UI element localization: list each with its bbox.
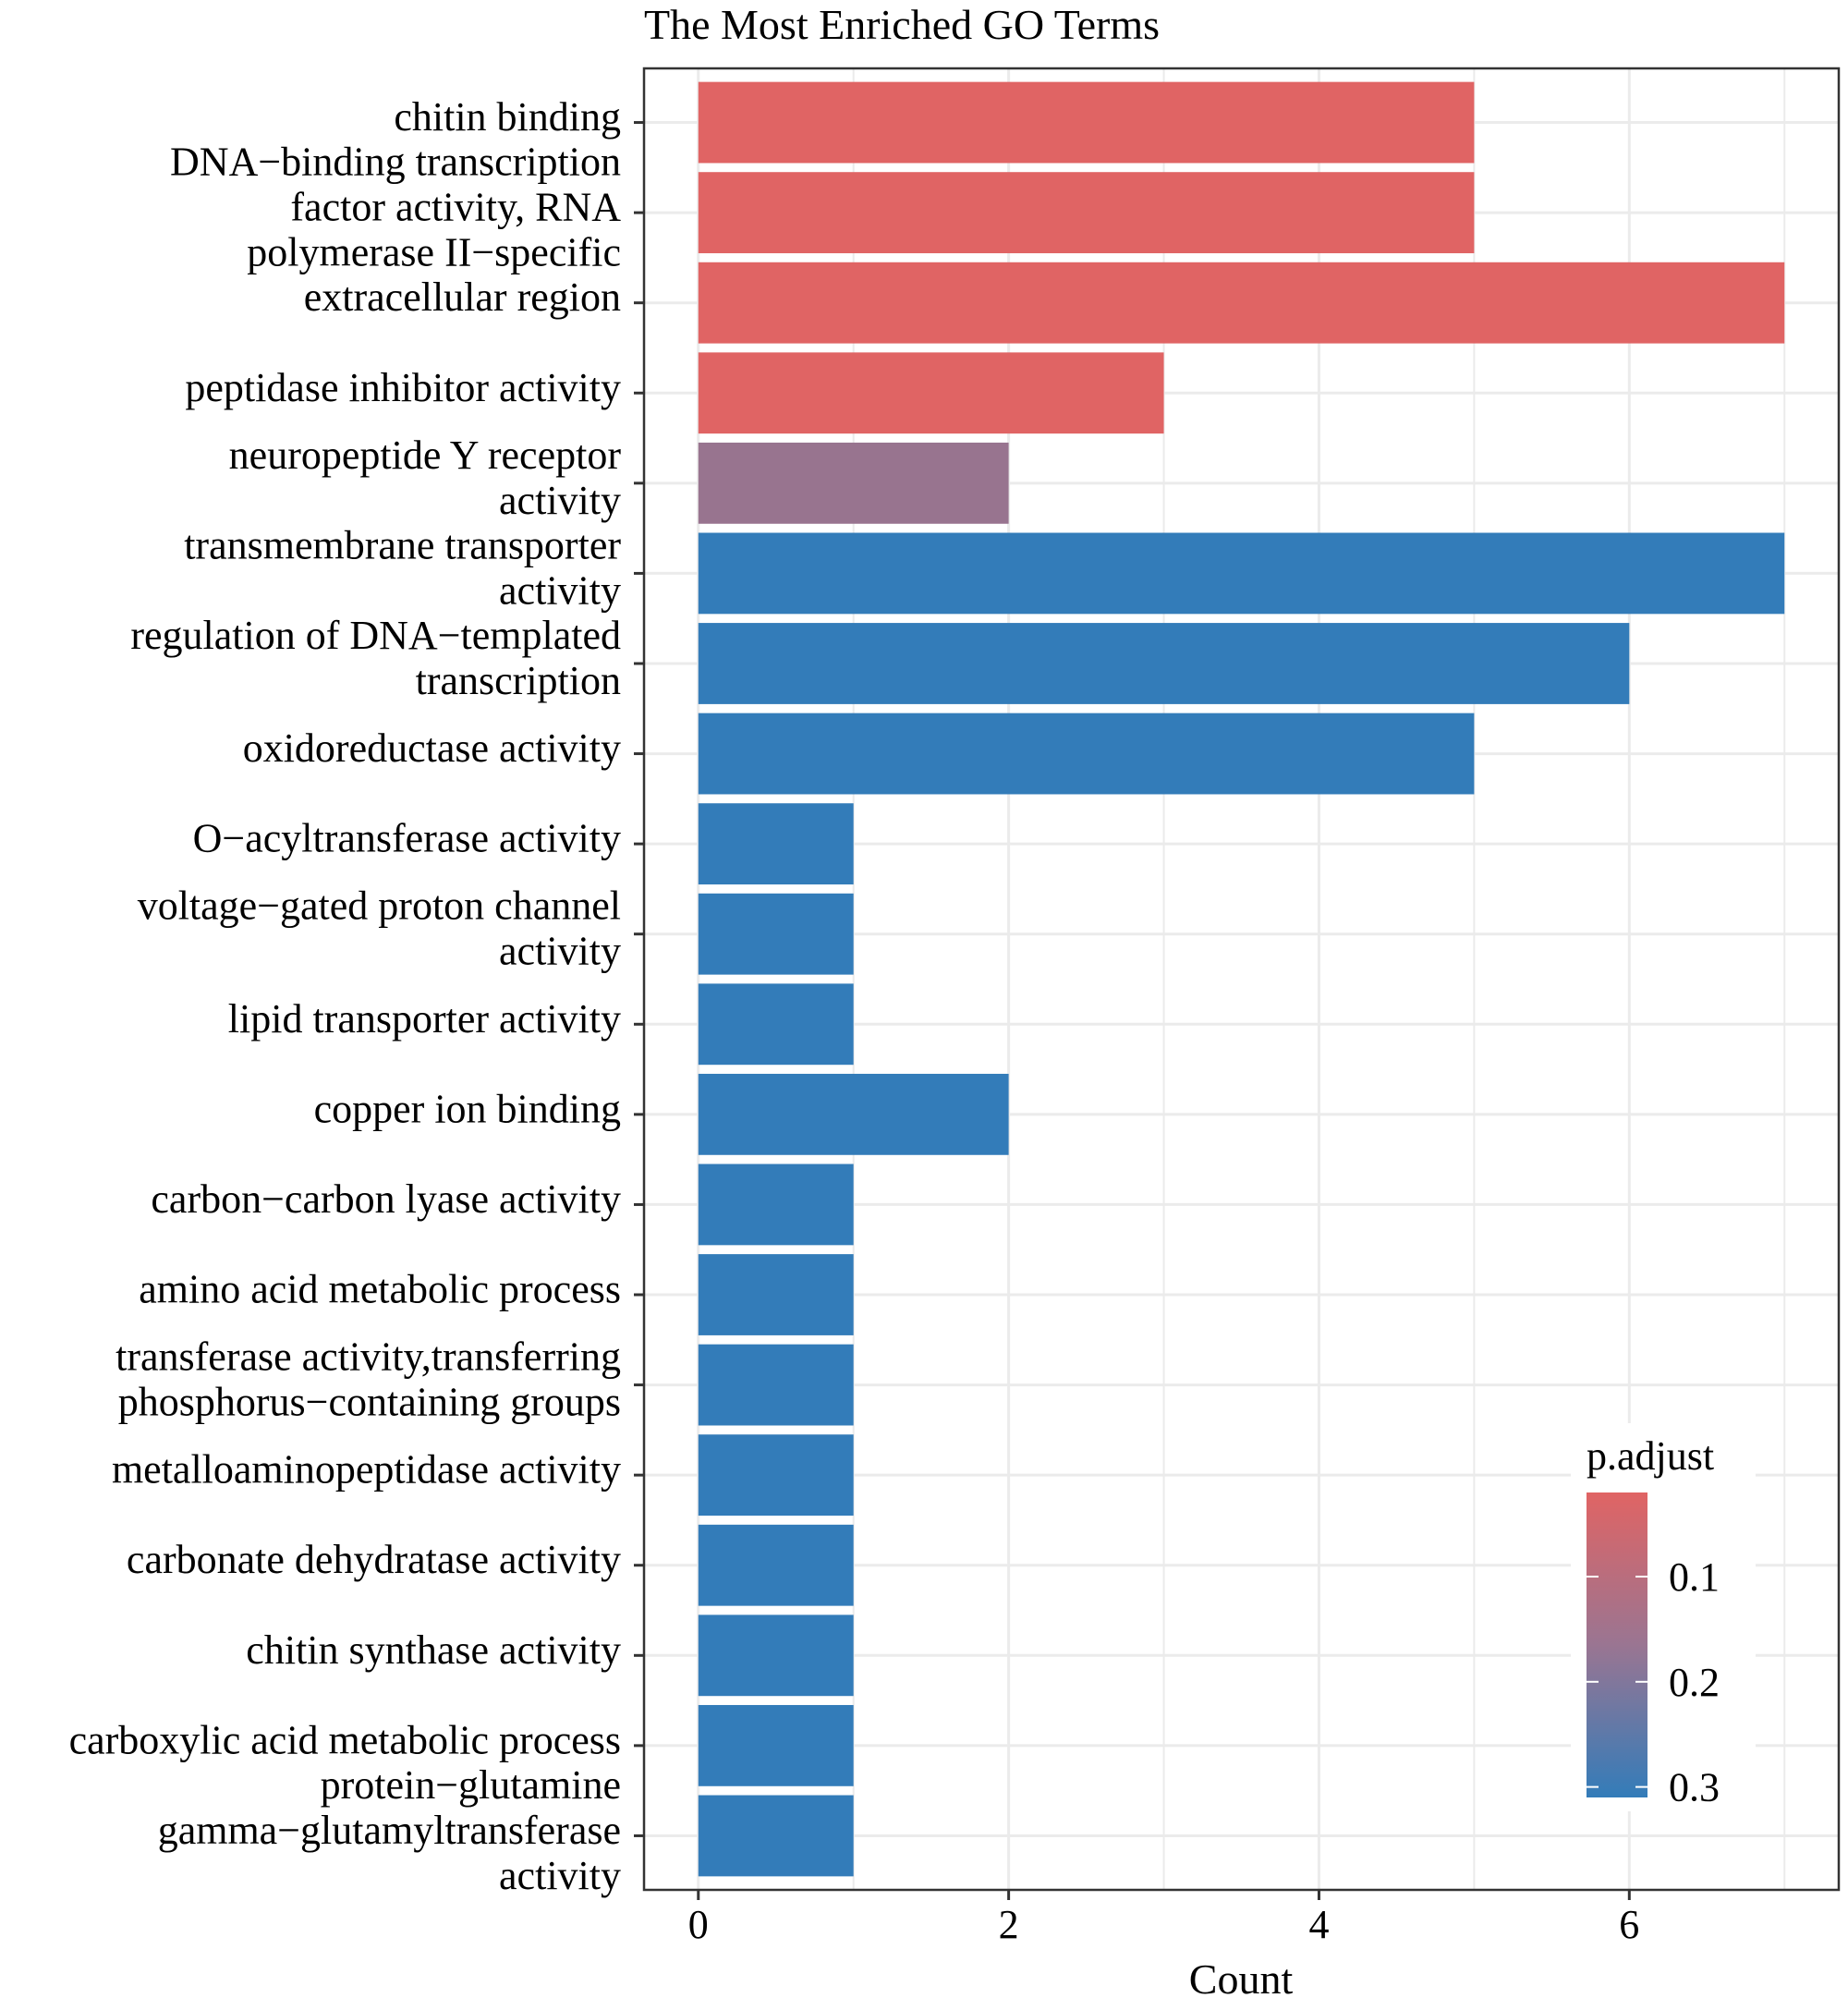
y-tick-label-line: regulation of DNA−templated: [130, 613, 621, 658]
y-tick-label: O−acyltransferase activity: [193, 816, 621, 861]
chart-title: The Most Enriched GO Terms: [644, 1, 1160, 48]
bar: [698, 983, 854, 1066]
y-tick-label: regulation of DNA−templated transcription: [130, 613, 621, 703]
y-tick-label: neuropeptide Y receptor activity: [229, 432, 622, 523]
y-tick-label-line: O−acyltransferase activity: [193, 816, 621, 861]
y-tick-label: peptidase inhibitor activity: [185, 365, 621, 410]
y-tick-label-line: chitin binding: [394, 94, 621, 140]
legend: p.adjust 0.1 0.2 0.3: [1571, 1423, 1756, 1811]
y-tick-label-line: transmembrane transporter: [184, 522, 621, 567]
y-tick-label-line: voltage−gated proton channel: [138, 883, 621, 929]
bar: [698, 1614, 854, 1697]
y-tick-label-line: factor activity, RNA: [290, 185, 621, 230]
y-tick-label-line: metalloaminopeptidase activity: [112, 1447, 621, 1492]
bar: [698, 1344, 854, 1426]
bar: [698, 1254, 854, 1335]
x-axis-title: Count: [1189, 1955, 1294, 1998]
x-tick-label: 6: [1619, 1902, 1639, 1947]
y-tick-label: carbon−carbon lyase activity: [151, 1176, 621, 1222]
y-tick-label-line: activity: [499, 1853, 621, 1898]
y-tick-label-line: chitin synthase activity: [246, 1627, 621, 1673]
bar: [698, 172, 1475, 254]
y-tick-label-line: gamma−glutamyltransferase: [158, 1808, 621, 1853]
bar: [698, 1163, 854, 1246]
y-tick-label: protein−glutamine gamma−glutamyltransfera…: [158, 1762, 621, 1898]
bar: [698, 532, 1785, 615]
y-tick-label-line: activity: [499, 478, 621, 523]
y-tick-label: DNA−binding transcription factor activity…: [170, 140, 621, 275]
y-tick-label-line: transcription: [416, 658, 621, 703]
y-tick-label: chitin synthase activity: [246, 1627, 621, 1673]
y-tick-label: voltage−gated proton channel activity: [138, 883, 621, 974]
y-tick-label: lipid transporter activity: [228, 996, 621, 1042]
bar: [698, 713, 1475, 795]
bar: [698, 81, 1475, 164]
x-tick-label: 2: [999, 1902, 1019, 1947]
bar: [698, 262, 1785, 344]
y-tick-label-line: activity: [499, 567, 621, 613]
legend-colorbar: [1587, 1492, 1647, 1797]
bar: [698, 1704, 854, 1786]
legend-tick-label: 0.3: [1669, 1765, 1720, 1810]
y-tick-label: oxidoreductase activity: [243, 725, 621, 771]
y-tick-label: transferase activity,transferring phospho…: [116, 1334, 621, 1425]
y-tick-label: extracellular region: [304, 274, 621, 320]
y-tick-label-line: protein−glutamine: [321, 1762, 621, 1808]
y-tick-label-line: amino acid metabolic process: [139, 1267, 621, 1312]
bar: [698, 893, 854, 975]
x-axis-ticks: 0 2 4 6: [688, 1890, 1639, 1947]
y-axis-ticks: [634, 121, 644, 1837]
bar: [698, 352, 1164, 434]
legend-ticks: 0.1 0.2 0.3: [1587, 1554, 1720, 1810]
y-tick-label: carbonate dehydratase activity: [127, 1537, 621, 1582]
y-tick-label-line: DNA−binding transcription: [170, 140, 621, 185]
y-tick-label-line: peptidase inhibitor activity: [185, 365, 621, 410]
y-tick-label-line: phosphorus−containing groups: [118, 1380, 621, 1425]
plot-panel-border: [642, 67, 1841, 1892]
y-tick-label: amino acid metabolic process: [139, 1267, 621, 1312]
bar: [698, 1795, 854, 1877]
legend-tick-label: 0.2: [1669, 1660, 1720, 1705]
y-tick-label-line: carboxylic acid metabolic process: [69, 1717, 621, 1762]
bar: [698, 623, 1630, 704]
x-tick-label: 4: [1308, 1902, 1329, 1947]
y-tick-label: transmembrane transporter activity: [184, 522, 621, 613]
y-tick-label-line: activity: [499, 929, 621, 974]
y-tick-label-line: extracellular region: [304, 274, 621, 320]
bar: [698, 803, 854, 885]
y-tick-label-line: copper ion binding: [314, 1086, 621, 1131]
y-tick-label: metalloaminopeptidase activity: [112, 1447, 621, 1492]
bar: [698, 442, 1009, 524]
y-tick-label-line: carbon−carbon lyase activity: [151, 1176, 621, 1222]
y-tick-label-line: oxidoreductase activity: [243, 725, 621, 771]
y-tick-label-line: lipid transporter activity: [228, 996, 621, 1042]
legend-tick-label: 0.1: [1669, 1554, 1720, 1600]
y-tick-label-line: carbonate dehydratase activity: [127, 1537, 621, 1582]
y-tick-label: chitin binding: [394, 94, 621, 140]
bar: [698, 1524, 854, 1606]
legend-title: p.adjust: [1587, 1433, 1714, 1479]
y-tick-label-line: neuropeptide Y receptor: [229, 432, 622, 478]
y-tick-label: copper ion binding: [314, 1086, 621, 1131]
y-tick-label-line: polymerase II−specific: [247, 230, 621, 275]
bar: [698, 1434, 854, 1517]
y-tick-label-line: transferase activity,transferring: [116, 1334, 621, 1380]
bar: [698, 1073, 1009, 1155]
bars: [698, 81, 1785, 1877]
y-tick-label: carboxylic acid metabolic process: [69, 1717, 621, 1762]
x-tick-label: 0: [688, 1902, 709, 1947]
